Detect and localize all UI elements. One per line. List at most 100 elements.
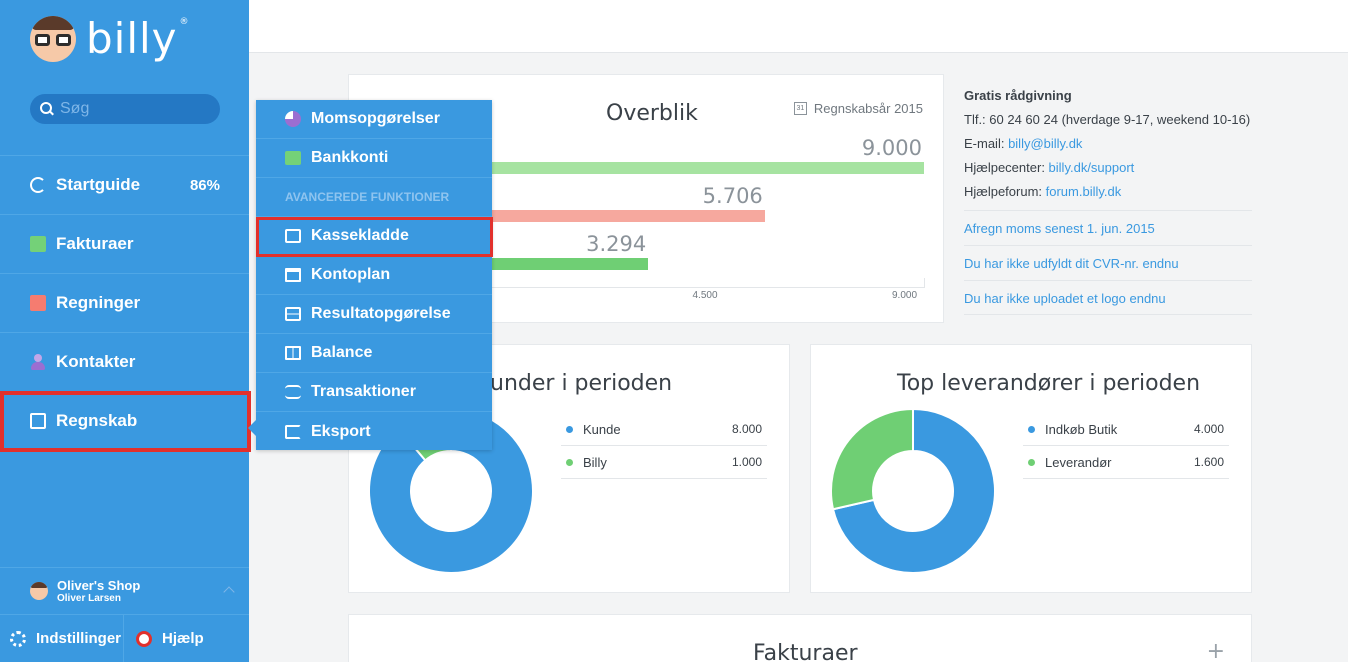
menu-item-bankkonti[interactable]: Bankkonti bbox=[256, 139, 492, 178]
calendar-icon: 31 bbox=[793, 102, 807, 115]
startguide-progress: 86% bbox=[189, 176, 220, 194]
fiscal-year-label: Regnskabsår 2015 bbox=[813, 101, 923, 116]
info-phone: Tlf.: 60 24 60 24 (hverdage 9-17, weeken… bbox=[964, 112, 1251, 127]
suppliers-legend: Indkøb Butik 4.000 Leverandør 1.600 bbox=[1023, 413, 1229, 479]
top-customers-title: p kunder i perioden bbox=[457, 371, 673, 396]
menu-item-kontoplan[interactable]: Kontoplan bbox=[256, 256, 492, 295]
overblik-bar bbox=[489, 210, 765, 222]
x-tick-label: 4.500 bbox=[692, 290, 718, 301]
cvr-missing-link[interactable]: Du har ikke udfyldt dit CVR-nr. endnu bbox=[964, 245, 1252, 280]
user-name: Oliver Larsen bbox=[57, 593, 121, 605]
menu-item-label: Resultatopgørelse bbox=[311, 305, 451, 322]
legend-dot bbox=[1028, 458, 1035, 466]
top-suppliers-card: Top leverandører i perioden Indkøb Butik… bbox=[810, 344, 1252, 593]
pie-icon bbox=[285, 111, 301, 127]
regnskab-dropdown-menu: Momsopgørelser Bankkonti AVANCEREDE FUNK… bbox=[248, 100, 492, 451]
invoices-title: Fakturaer bbox=[753, 641, 858, 662]
sidebar-item-label: Regninger bbox=[56, 293, 141, 312]
email-link[interactable]: billy@billy.dk bbox=[1008, 136, 1083, 151]
legend-row: Indkøb Butik 4.000 bbox=[1023, 413, 1229, 446]
export-icon bbox=[285, 424, 301, 439]
sidebar-item-label: Fakturaer bbox=[56, 234, 134, 253]
legend-dot bbox=[566, 458, 573, 466]
forum-link[interactable]: forum.billy.dk bbox=[1045, 184, 1122, 199]
top-suppliers-title: Top leverandører i perioden bbox=[897, 371, 1201, 396]
legend-row: Billy 1.000 bbox=[561, 446, 767, 479]
bill-icon bbox=[30, 295, 46, 311]
invoices-card: Fakturaer + bbox=[348, 614, 1252, 662]
invoice-icon bbox=[30, 236, 46, 252]
avatar bbox=[30, 582, 48, 600]
settings-button[interactable]: Indstillinger bbox=[0, 615, 124, 662]
gear-icon bbox=[10, 630, 26, 647]
billy-logo[interactable]: billy ® bbox=[30, 16, 190, 62]
legend-label: Kunde bbox=[583, 421, 621, 437]
sidebar-item-regnskab[interactable]: Regnskab bbox=[0, 391, 249, 450]
helpcenter-label: Hjælpecenter: bbox=[964, 160, 1049, 175]
menu-item-label: Transaktioner bbox=[311, 383, 416, 400]
sidebar-item-fakturaer[interactable]: Fakturaer bbox=[0, 214, 249, 273]
menu-item-resultatopgorelse[interactable]: Resultatopgørelse bbox=[256, 295, 492, 334]
top-bar bbox=[249, 0, 1348, 53]
overblik-bar-value: 3.294 bbox=[586, 232, 647, 256]
menu-item-momsopgorelser[interactable]: Momsopgørelser bbox=[256, 100, 492, 139]
x-tick-label: 9.000 bbox=[892, 290, 918, 301]
search-input[interactable] bbox=[60, 100, 210, 118]
axis-line bbox=[489, 287, 925, 288]
lifebuoy-icon bbox=[136, 630, 152, 647]
menu-section-advanced: AVANCEREDE FUNKTIONER bbox=[256, 178, 492, 217]
axis-end-tick bbox=[924, 278, 925, 288]
legend-label: Indkøb Butik bbox=[1045, 421, 1118, 437]
logo-missing-link[interactable]: Du har ikke uploadet et logo endnu bbox=[964, 280, 1252, 315]
legend-value: 1.600 bbox=[1193, 455, 1224, 469]
progress-ring-icon bbox=[30, 177, 46, 193]
sidebar-item-regninger[interactable]: Regninger bbox=[0, 273, 249, 332]
chevron-up-icon bbox=[223, 586, 235, 598]
plus-icon[interactable]: + bbox=[1206, 639, 1225, 662]
menu-item-eksport[interactable]: Eksport bbox=[256, 412, 492, 451]
sidebar-bottom-bar: Indstillinger Hjælp bbox=[0, 614, 249, 662]
menu-item-transaktioner[interactable]: Transaktioner bbox=[256, 373, 492, 412]
vat-deadline-link[interactable]: Afregn moms senest 1. jun. 2015 bbox=[964, 210, 1252, 245]
user-menu[interactable]: Oliver's Shop Oliver Larsen bbox=[0, 567, 249, 614]
donut-slice bbox=[831, 407, 996, 574]
logo-text: billy ® bbox=[86, 14, 190, 63]
menu-item-balance[interactable]: Balance bbox=[256, 334, 492, 373]
kassekladde-highlight-box bbox=[256, 217, 493, 257]
legend-value: 4.000 bbox=[1193, 422, 1224, 436]
accounting-icon bbox=[30, 413, 46, 429]
book-icon bbox=[285, 268, 301, 282]
sidebar-item-startguide[interactable]: Startguide 86% bbox=[0, 155, 249, 214]
menu-item-label: Kassekladde bbox=[311, 227, 409, 244]
settings-label: Indstillinger bbox=[36, 630, 122, 647]
sidebar-item-kontakter[interactable]: Kontakter bbox=[0, 332, 249, 391]
transactions-icon bbox=[285, 385, 301, 399]
email-label: E-mail: bbox=[964, 136, 1009, 151]
fiscal-year-selector[interactable]: 31 Regnskabsår 2015 bbox=[793, 101, 923, 116]
overblik-bar bbox=[489, 258, 649, 270]
legend-label: Billy bbox=[583, 454, 607, 470]
overblik-title: Overblik bbox=[606, 101, 698, 126]
bank-icon bbox=[285, 151, 301, 165]
sidebar-item-label: Kontakter bbox=[56, 352, 136, 371]
menu-item-label: Momsopgørelser bbox=[311, 110, 440, 127]
menu-item-label: Bankkonti bbox=[311, 149, 389, 166]
regnskab-highlight-box bbox=[0, 391, 251, 452]
overblik-bar-value: 5.706 bbox=[702, 184, 763, 208]
help-button[interactable]: Hjælp bbox=[124, 615, 204, 662]
helpcenter-link[interactable]: billy.dk/support bbox=[1048, 160, 1135, 175]
menu-item-label: Balance bbox=[311, 344, 373, 361]
forum-label: Hjælpeforum: bbox=[964, 184, 1046, 199]
billy-mascot-icon bbox=[30, 16, 76, 62]
overblik-bar bbox=[489, 162, 924, 174]
sidebar-nav: Startguide 86% Fakturaer Regninger Konta… bbox=[0, 155, 249, 450]
legend-label: Leverandør bbox=[1045, 454, 1112, 470]
sidebar-item-label: Startguide bbox=[56, 175, 141, 194]
info-heading: Gratis rådgivning bbox=[964, 88, 1072, 103]
legend-dot bbox=[1028, 425, 1035, 433]
help-label: Hjælp bbox=[162, 630, 204, 647]
suppliers-donut-chart bbox=[830, 407, 996, 574]
search-icon bbox=[40, 102, 54, 116]
search-box[interactable] bbox=[30, 94, 220, 124]
sidebar: billy® Startguide 86% Fakturaer Regninge… bbox=[0, 0, 249, 662]
